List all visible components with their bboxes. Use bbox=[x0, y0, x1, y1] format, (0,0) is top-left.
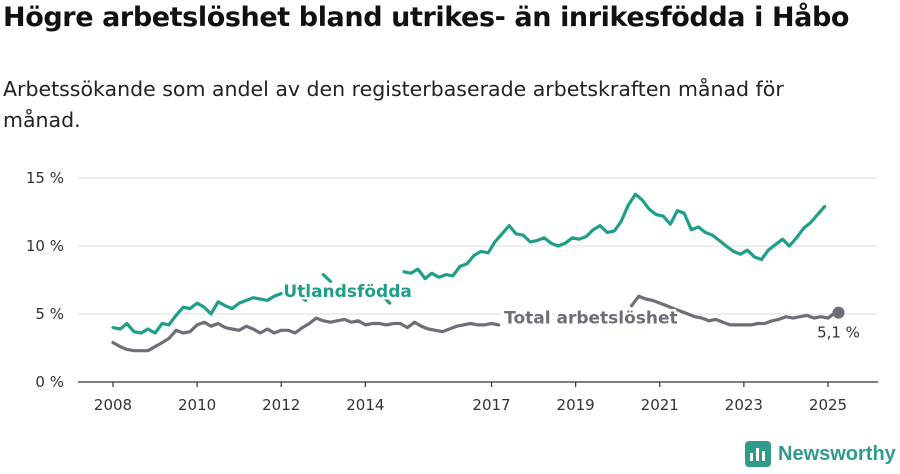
foreign-born-series-label: Utlandsfödda bbox=[283, 282, 412, 302]
series-lines bbox=[111, 192, 841, 353]
y-axis: 0 % 5 % 10 % 15 % bbox=[26, 169, 64, 391]
x-tick-label: 2019 bbox=[557, 396, 595, 414]
y-tick-label: 10 % bbox=[26, 237, 64, 255]
total-unemployment-line bbox=[111, 294, 841, 353]
y-tick-label: 0 % bbox=[35, 373, 64, 391]
total-series-label: Total arbetslöshet bbox=[504, 309, 678, 329]
newsworthy-logo-icon bbox=[745, 441, 771, 467]
chart-title: Högre arbetslöshet bland utrikes- än inr… bbox=[3, 2, 850, 33]
foreign-born-line bbox=[111, 192, 827, 335]
series-labels: Utlandsfödda Total arbetslöshet 5,1 % bbox=[281, 280, 860, 342]
x-tick-label: 2023 bbox=[725, 396, 763, 414]
newsworthy-brand: Newsworthy bbox=[745, 441, 896, 467]
end-value-label: 5,1 % bbox=[817, 324, 860, 342]
x-tick-label: 2021 bbox=[641, 396, 679, 414]
x-tick-label: 2010 bbox=[178, 396, 216, 414]
x-axis: 2008 2010 2012 2014 2017 2019 2021 2023 2025 bbox=[78, 381, 878, 414]
x-tick-label: 2025 bbox=[809, 396, 847, 414]
end-point-marker bbox=[832, 306, 845, 319]
brand-name: Newsworthy bbox=[778, 442, 896, 465]
x-tick-label: 2017 bbox=[472, 396, 510, 414]
chart-subtitle: Arbetssökande som andel av den registerb… bbox=[3, 77, 784, 132]
x-tick-label: 2008 bbox=[94, 396, 132, 414]
x-tick-label: 2012 bbox=[262, 396, 300, 414]
y-tick-label: 5 % bbox=[35, 305, 64, 323]
gridlines bbox=[78, 177, 878, 315]
x-tick-label: 2014 bbox=[346, 396, 384, 414]
y-tick-label: 15 % bbox=[26, 169, 64, 187]
